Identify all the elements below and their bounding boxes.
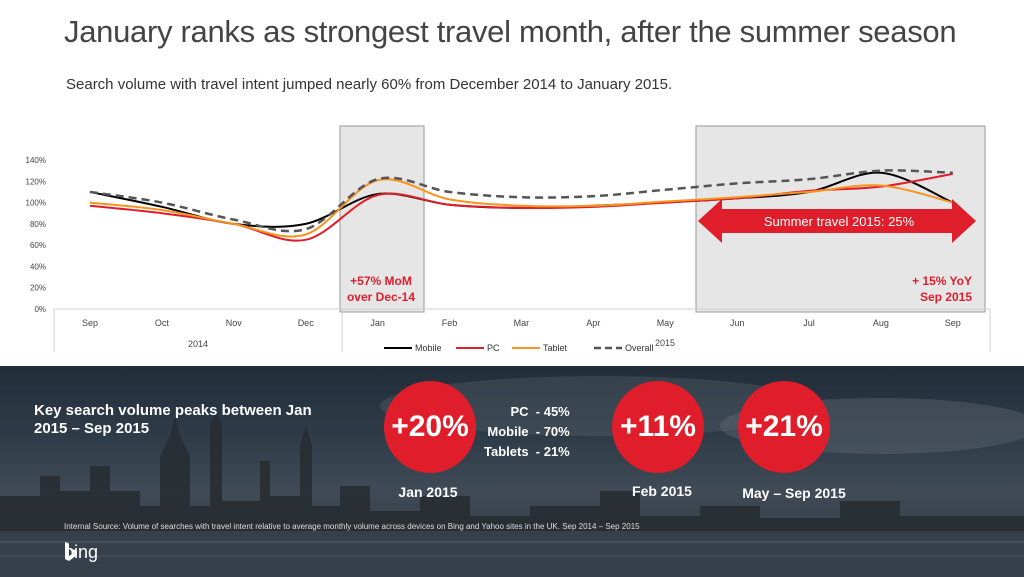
year-label-2015: 2015 bbox=[655, 338, 675, 348]
y-axis: 0% 20% 40% 60% 80% 100% 120% 140% bbox=[26, 156, 46, 314]
legend-label-overall: Overall bbox=[625, 343, 654, 353]
jan-peak-circle: +20% bbox=[384, 381, 476, 473]
jan-annotation-line1: +57% MoM bbox=[350, 274, 412, 288]
x-tick-label: Jul bbox=[803, 318, 815, 328]
key-peaks-title: Key search volume peaks between Jan 2015… bbox=[34, 402, 312, 437]
x-tick-label: Sep bbox=[82, 318, 98, 328]
legend-label-mobile: Mobile bbox=[415, 343, 442, 353]
x-tick-label: May bbox=[657, 318, 675, 328]
legend-label-tablet: Tablet bbox=[543, 343, 568, 353]
london-skyline-background bbox=[0, 366, 1024, 577]
x-tick-label: Feb bbox=[442, 318, 458, 328]
y-tick-label: 40% bbox=[30, 262, 46, 271]
year-label-2014: 2014 bbox=[188, 339, 208, 349]
legend-label-pc: PC bbox=[487, 343, 500, 353]
x-tick-label: Mar bbox=[514, 318, 530, 328]
yoy-annotation-line2: Sep 2015 bbox=[920, 290, 972, 304]
feb-peak-label: Feb 2015 bbox=[632, 483, 692, 499]
page-title: January ranks as strongest travel month,… bbox=[64, 14, 957, 49]
bing-logo: bing bbox=[64, 542, 98, 563]
y-tick-label: 60% bbox=[30, 241, 46, 250]
series-line-tablet bbox=[89, 178, 954, 238]
x-tick-label: Nov bbox=[226, 318, 243, 328]
summer-peak-circle: +21% bbox=[738, 381, 830, 473]
y-tick-label: 20% bbox=[30, 284, 46, 293]
bing-b-icon bbox=[65, 542, 77, 561]
legend: Mobile PC Tablet Overall bbox=[384, 343, 654, 353]
summer-arrow-label: Summer travel 2015: 25% bbox=[764, 214, 915, 229]
source-note: Internal Source: Volume of searches with… bbox=[64, 522, 640, 531]
y-tick-label: 80% bbox=[30, 220, 46, 229]
jan-annotation-line2: over Dec-14 bbox=[347, 290, 415, 304]
jan-highlight-box bbox=[339, 125, 425, 313]
feb-peak-value: +11% bbox=[620, 410, 696, 443]
x-tick-label: Aug bbox=[873, 318, 889, 328]
y-tick-label: 100% bbox=[26, 199, 46, 208]
page-subtitle: Search volume with travel intent jumped … bbox=[66, 76, 673, 93]
y-tick-label: 120% bbox=[26, 177, 46, 186]
line-chart: 0% 20% 40% 60% 80% 100% 120% 140% Sep Oct Nov Dec J… bbox=[26, 125, 991, 353]
breakdown-mobile: Mobile - 70% bbox=[487, 424, 570, 439]
breakdown-tablets: Tablets - 21% bbox=[484, 444, 570, 459]
y-tick-label: 0% bbox=[34, 305, 46, 314]
device-breakdown: PC - 45% Mobile - 70% Tablets - 21% bbox=[484, 402, 570, 462]
feb-peak-circle: +11% bbox=[612, 381, 704, 473]
breakdown-pc: PC - 45% bbox=[510, 404, 570, 419]
series-lines bbox=[89, 169, 954, 242]
x-axis-frame bbox=[53, 308, 991, 352]
x-axis: Sep Oct Nov Dec Jan Feb Mar Apr May Jun Jul Aug Sep bbox=[82, 318, 961, 328]
x-tick-label: Dec bbox=[298, 318, 315, 328]
x-tick-label: Jun bbox=[730, 318, 745, 328]
summer-arrow bbox=[698, 199, 976, 243]
x-tick-label: Jan bbox=[370, 318, 385, 328]
y-tick-label: 140% bbox=[26, 156, 46, 165]
summer-peak-value: +21% bbox=[745, 410, 823, 443]
jan-peak-label: Jan 2015 bbox=[398, 484, 458, 500]
series-line-overall bbox=[89, 169, 953, 233]
summer-peak-label: May – Sep 2015 bbox=[742, 485, 846, 501]
yoy-annotation-line1: + 15% YoY bbox=[912, 274, 972, 288]
x-tick-label: Oct bbox=[155, 318, 170, 328]
jan-peak-value: +20% bbox=[391, 410, 469, 443]
x-tick-label: Sep bbox=[945, 318, 961, 328]
key-peaks-panel: Key search volume peaks between Jan 2015… bbox=[0, 366, 1024, 577]
x-tick-label: Apr bbox=[586, 318, 600, 328]
